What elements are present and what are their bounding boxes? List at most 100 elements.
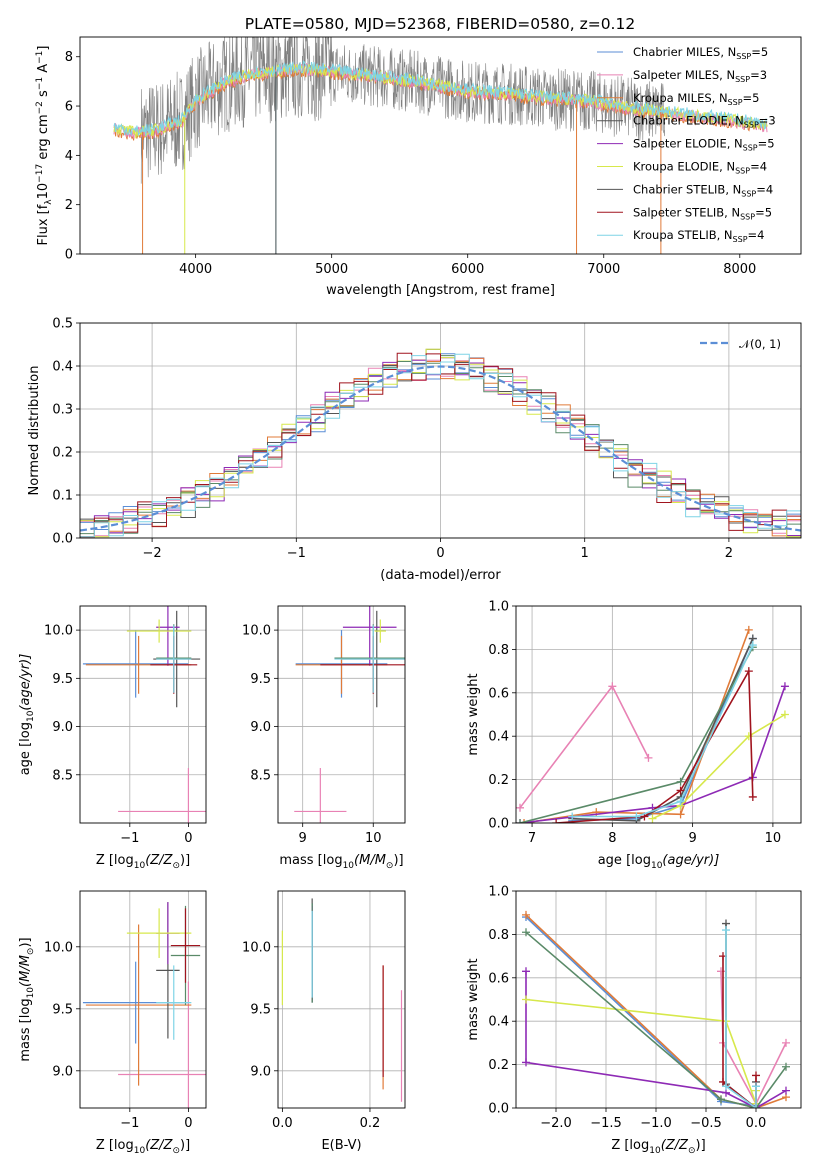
- weight_vs_age-marker: [632, 812, 641, 821]
- legend-entry-sub: SSP: [744, 121, 759, 130]
- age_vs_mass-ytick-label: 9.0: [250, 720, 271, 735]
- weight_vs_Z-marker: [752, 1082, 760, 1091]
- weight_vs_Z-series-line: [525, 931, 787, 1108]
- legend-entry-text: Salpeter MILES, N: [633, 68, 735, 82]
- weight_vs_Z-xtick-label: −0.5: [690, 1116, 722, 1131]
- weight_vs_age-marker: [516, 819, 525, 823]
- weight_vs_Z-xlabel-part: ⊙: [688, 1146, 696, 1156]
- legend-entry: Kroupa ELODIE, NSSP=4: [633, 160, 767, 176]
- spectrum-xtick-label: 6000: [451, 262, 484, 277]
- mass_vs_Z-ylabel-part: mass [log: [18, 998, 33, 1061]
- age_vs_Z-xlabel-part: ⊙: [172, 861, 180, 871]
- mass_vs_EBV-ytick-label: 10.0: [242, 940, 271, 955]
- age_vs_mass-xtick-label: 9: [299, 831, 307, 846]
- residuals-xtick-label: −1: [287, 546, 306, 561]
- age_vs_Z-point: [156, 606, 180, 666]
- age_vs_mass-xlabel: mass [log10(M/M⊙)]: [279, 853, 403, 871]
- mass_vs_Z-chart: −1 09.09.510.0Z [log10(Z/Z⊙)]mass [log10(…: [18, 890, 207, 1156]
- age_vs_Z-point: [118, 768, 206, 823]
- weight_vs_age-marker: [648, 814, 657, 823]
- spectrum-frame: [79, 36, 802, 255]
- weight_vs_age-marker: [568, 812, 577, 821]
- weight_vs_age-series: [516, 682, 653, 812]
- spectrum-ytick-label: 6: [65, 100, 73, 115]
- mass_vs_EBV-xtick-label: 0.2: [360, 1116, 381, 1131]
- legend-entry-text: Kroupa STELIB, N: [633, 228, 733, 242]
- mass_vs_Z-xtick-label: 0: [184, 1116, 192, 1131]
- mass_vs_Z-xlabel-part: ⊙: [172, 1146, 180, 1156]
- weight_vs_Z-series-line: [720, 971, 787, 1106]
- legend-entry: Salpeter MILES, NSSP=3: [633, 68, 767, 84]
- legend-entry-tail: =4: [750, 160, 767, 174]
- weight_vs_Z-marker: [522, 995, 530, 1004]
- mass_vs_Z-ytick-label: 9.0: [52, 1064, 73, 1079]
- weight_vs_age-ytick-label: 1.0: [488, 600, 509, 615]
- weight_vs_Z-marker: [782, 1038, 790, 1047]
- age_vs_Z-xtick-label: −1: [120, 831, 139, 846]
- legend-entry-sub: SSP: [740, 212, 755, 221]
- age_vs_mass-ytick-label: 8.5: [250, 768, 271, 783]
- age_vs_Z-ytick-label: 9.0: [52, 720, 73, 735]
- weight_vs_Z-ytick-label: 0.6: [488, 971, 509, 986]
- mass_vs_Z-plot-area: [80, 891, 206, 1108]
- legend-entry-text: Chabrier STELIB, N: [633, 182, 741, 196]
- weight_vs_age-ylabel: mass weight: [466, 673, 481, 755]
- age_vs_mass-point: [342, 606, 397, 666]
- residuals-frame: [79, 322, 802, 539]
- age_vs_mass-xlabel-part: 10: [343, 861, 355, 871]
- weight_vs_Z-series: [722, 926, 760, 1108]
- weight_vs_age-marker: [780, 710, 789, 719]
- residual-histogram-kroupa_stelib: [80, 353, 801, 538]
- age_vs_mass-xlabel-part: mass [log: [279, 853, 342, 868]
- weight_vs_age-marker: [676, 797, 685, 806]
- weight_vs_Z-xlabel: Z [log10(Z/Z⊙)]: [611, 1138, 705, 1156]
- age_vs_Z-xlabel: Z [log10(Z/Z⊙)]: [96, 853, 190, 871]
- mass_vs_Z-point: [156, 965, 192, 1040]
- age_vs_mass-xlabel-part: )]: [393, 853, 403, 868]
- weight_vs_Z-xlabel-part: Z [log: [611, 1138, 649, 1153]
- spectrum-ylabel-part: 10: [36, 183, 51, 200]
- spectrum-ylabel-part: Flux [f: [36, 204, 51, 245]
- legend-entry-text: Kroupa MILES, N: [633, 91, 728, 105]
- spectrum-ylabel-part: λ: [44, 199, 54, 205]
- residuals-xtick-label: 0: [436, 546, 444, 561]
- weight_vs_Z-xlabel-part: )]: [696, 1138, 706, 1153]
- legend-entry: Chabrier MILES, NSSP=5: [633, 45, 768, 61]
- spectrum-ylabel-part: −2: [35, 101, 45, 114]
- weight_vs_Z-xtick-label: −2.0: [540, 1116, 572, 1131]
- spectrum-xtick-label: 5000: [315, 262, 348, 277]
- age_vs_Z-ytick-label: 10.0: [44, 624, 73, 639]
- weight_vs_age-series: [568, 641, 757, 821]
- weight_vs_age-ytick-label: 0.6: [488, 686, 509, 701]
- legend-entry-text: Salpeter STELIB, N: [633, 205, 740, 219]
- legend-entry-sub: SSP: [736, 52, 751, 61]
- residuals-ytick-label: 0.3: [52, 403, 73, 418]
- age_vs_Z-ylabel-part: (age/yr)]: [18, 654, 33, 711]
- age_vs_mass-point: [334, 625, 405, 693]
- spectrum-ylabel: Flux [fλ10−17 erg cm−2 s−1 A−1]: [35, 46, 54, 246]
- weight_vs_age-plot-area: [516, 606, 801, 823]
- legend-entry-tail: =5: [755, 205, 772, 219]
- age_vs_Z-frame: [79, 605, 207, 824]
- weight_vs_age-marker: [744, 667, 753, 676]
- weight_vs_age-ytick-label: 0.4: [488, 730, 509, 745]
- weight_vs_age-marker: [676, 786, 685, 795]
- figure-title: PLATE=0580, MJD=52368, FIBERID=0580, z=0…: [245, 15, 635, 33]
- mass_vs_Z-point: [118, 981, 206, 1108]
- mass_vs_Z-xlabel-part: (Z/Z: [145, 1138, 173, 1153]
- spectrum-ylabel-part: −1: [35, 77, 45, 90]
- mass_vs_Z-ytick-label: 10.0: [44, 940, 73, 955]
- legend-entry: Chabrier STELIB, NSSP=4: [633, 182, 773, 198]
- weight_vs_age-xlabel-part: 10: [651, 861, 663, 871]
- weight_vs_age-xtick-label: 9: [688, 831, 696, 846]
- weight_vs_Z-marker: [522, 1058, 530, 1067]
- spectrum-xtick-label: 7000: [587, 262, 620, 277]
- weight_vs_Z-ytick-label: 0.2: [488, 1058, 509, 1073]
- weight_vs_age-marker: [748, 792, 757, 801]
- spectrum-ytick-label: 2: [65, 198, 73, 213]
- weight_vs_Z-xtick-label: −1.0: [640, 1116, 672, 1131]
- age_vs_Z-ylabel: age [log10(age/yr)]: [18, 654, 36, 776]
- mass_vs_Z-xlabel-part: 10: [134, 1146, 146, 1156]
